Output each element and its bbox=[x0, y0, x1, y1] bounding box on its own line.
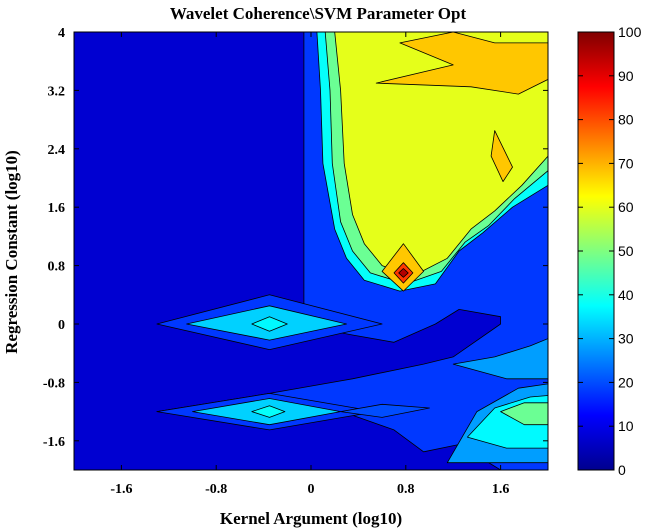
colorbar-tick-label: 60 bbox=[618, 199, 634, 215]
y-axis-ticks: 4 3.2 2.4 1.6 0.8 0 -0.8 -1.6 bbox=[43, 26, 548, 450]
y-tick-label: 2.4 bbox=[48, 143, 66, 158]
contour-region-10 bbox=[251, 405, 286, 418]
colorbar-tick-label: 0 bbox=[618, 462, 626, 478]
chart-title: Wavelet Coherence\SVM Parameter Opt bbox=[170, 4, 467, 23]
x-axis-label: Kernel Argument (log10) bbox=[220, 509, 402, 528]
y-tick-label: 4 bbox=[58, 26, 65, 41]
x-tick-label: 1.6 bbox=[492, 482, 510, 497]
contour-region-17 bbox=[490, 130, 513, 183]
y-tick-label: -0.8 bbox=[43, 376, 65, 391]
y-tick-label: 0.8 bbox=[48, 260, 66, 275]
colorbar-tick-label: 70 bbox=[618, 155, 634, 171]
contour-region-7 bbox=[251, 316, 288, 332]
colorbar bbox=[577, 31, 615, 471]
contour-region-11 bbox=[340, 403, 430, 418]
x-tick-label: 0.8 bbox=[397, 482, 415, 497]
x-tick-label: -0.8 bbox=[205, 482, 227, 497]
contour-region-5 bbox=[334, 32, 548, 278]
y-tick-label: 0 bbox=[58, 318, 65, 333]
colorbar-tick-label: 20 bbox=[618, 374, 634, 390]
x-tick-label: 0 bbox=[308, 482, 315, 497]
contour-plot-area bbox=[74, 32, 548, 470]
contour-region-15 bbox=[452, 338, 548, 380]
colorbar-tick-label: 100 bbox=[618, 24, 642, 40]
colorbar-tick-label: 80 bbox=[618, 112, 634, 128]
y-axis-label: Regression Constant (log10) bbox=[2, 150, 21, 354]
y-tick-label: -1.6 bbox=[43, 435, 65, 450]
contour-region-20 bbox=[398, 268, 409, 278]
contour-region-16 bbox=[375, 32, 548, 95]
colorbar-tick-label: 30 bbox=[618, 331, 634, 347]
y-tick-label: 3.2 bbox=[48, 84, 66, 99]
x-axis-ticks: -1.6 -0.8 0 0.8 1.6 bbox=[110, 32, 509, 497]
colorbar-tick-label: 90 bbox=[618, 68, 634, 84]
contour-region-14 bbox=[500, 402, 548, 426]
x-tick-label: -1.6 bbox=[110, 482, 132, 497]
colorbar-ticks: 0 10 20 30 40 50 60 70 80 90 100 bbox=[578, 24, 642, 478]
colorbar-tick-label: 10 bbox=[618, 418, 634, 434]
colorbar-tick-label: 50 bbox=[618, 243, 634, 259]
colorbar-tick-label: 40 bbox=[618, 287, 634, 303]
y-tick-label: 1.6 bbox=[48, 201, 66, 216]
